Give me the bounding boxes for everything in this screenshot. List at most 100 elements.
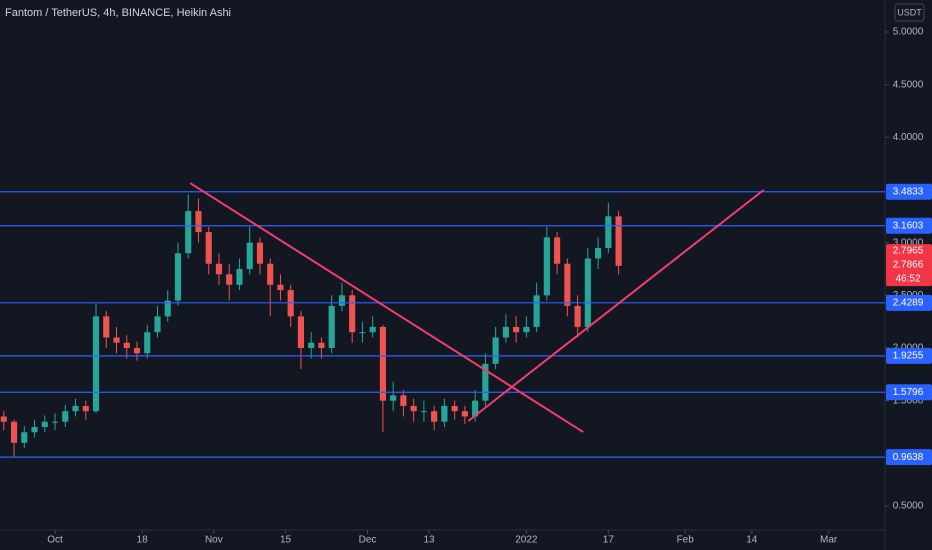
x-tick-label: 18 xyxy=(137,535,149,546)
candle-body xyxy=(215,263,223,275)
y-tick-label: 4.0000 xyxy=(893,132,924,143)
candle-body xyxy=(472,400,479,417)
candle-body xyxy=(82,405,89,412)
candle-body xyxy=(431,411,438,422)
candle-body xyxy=(205,232,212,264)
candle-body xyxy=(574,305,581,327)
level-label: 1.9255 xyxy=(893,350,924,361)
candle-body xyxy=(21,432,28,443)
level-label: 3.4833 xyxy=(893,186,924,197)
candle-body xyxy=(584,258,591,327)
candle-body xyxy=(308,342,315,348)
candle-body xyxy=(154,316,161,333)
candle-body xyxy=(410,405,417,412)
x-tick-label: 14 xyxy=(746,535,758,546)
candle-body xyxy=(0,416,7,422)
candle-body xyxy=(400,395,407,406)
candle-body xyxy=(164,300,171,317)
candle-body xyxy=(185,211,192,254)
candle-body xyxy=(62,411,69,422)
y-tick-label: 4.5000 xyxy=(893,79,924,90)
candle-body xyxy=(51,421,59,423)
candle-body xyxy=(492,337,499,364)
candle-body xyxy=(451,405,458,412)
x-tick-label: 15 xyxy=(280,535,292,546)
candle-body xyxy=(523,326,530,333)
candle-body xyxy=(513,326,520,333)
x-tick-label: 2022 xyxy=(515,535,538,546)
candle-body xyxy=(297,316,305,348)
x-tick-label: 13 xyxy=(423,535,435,546)
y-tick-label: 3.0000 xyxy=(893,237,924,248)
countdown: 46:52 xyxy=(895,274,920,285)
x-tick-label: Mar xyxy=(820,535,838,546)
currency-button[interactable] xyxy=(894,3,925,22)
candle-body xyxy=(277,284,284,291)
x-tick-label: Dec xyxy=(359,535,377,546)
price-label-box xyxy=(886,244,932,287)
chart-title: Fantom / TetherUS, 4h, BINANCE, Heikin A… xyxy=(5,7,231,19)
candle-body xyxy=(482,363,489,401)
candle-body xyxy=(144,332,151,354)
candle-body xyxy=(595,247,602,259)
candle-body xyxy=(72,405,79,412)
price-label: 2.7866 xyxy=(893,260,924,271)
candle-body xyxy=(123,342,130,348)
level-label-box xyxy=(886,347,932,364)
candle-body xyxy=(359,332,366,334)
level-label-box xyxy=(886,294,932,311)
level-label-box xyxy=(886,449,932,466)
level-label-box xyxy=(886,183,932,200)
candle-body xyxy=(31,426,38,433)
candle-body xyxy=(543,237,550,296)
candle-body xyxy=(338,295,346,306)
trendline xyxy=(189,182,584,433)
y-tick-label: 1.5000 xyxy=(893,395,924,406)
level-label: 3.1603 xyxy=(893,220,924,231)
y-tick-label: 5.0000 xyxy=(893,27,924,38)
candle-body xyxy=(92,316,100,412)
candle-body xyxy=(103,316,110,338)
candle-body xyxy=(605,216,612,248)
level-label: 0.9638 xyxy=(893,452,924,463)
candle-body xyxy=(564,263,571,306)
candle-body xyxy=(267,263,274,285)
candle-body xyxy=(369,326,376,333)
level-label-box xyxy=(886,217,932,234)
candle-body xyxy=(379,326,386,401)
currency-label: USDT xyxy=(897,7,922,17)
candle-body xyxy=(318,342,325,348)
candle-body xyxy=(533,295,540,327)
candle-body xyxy=(390,395,397,401)
candle-body xyxy=(113,337,120,343)
level-label: 1.5796 xyxy=(893,387,924,398)
x-tick-label: Nov xyxy=(205,535,223,546)
candle-body xyxy=(615,216,622,266)
level-label-box xyxy=(886,384,932,401)
candle-body xyxy=(420,411,427,413)
level-label: 2.4289 xyxy=(893,297,924,308)
candle-body xyxy=(195,211,202,233)
candle-body xyxy=(10,421,18,443)
candle-body xyxy=(349,295,356,333)
x-tick-label: Oct xyxy=(47,535,63,546)
x-tick-label: 17 xyxy=(603,535,615,546)
candle-body xyxy=(441,405,448,422)
candle-body xyxy=(461,411,468,417)
candle-body xyxy=(246,242,253,269)
candle-body xyxy=(236,269,243,285)
candle-body xyxy=(226,274,233,285)
candle-body xyxy=(256,242,264,264)
price-label: 2.7965 xyxy=(893,246,924,257)
candle-body xyxy=(41,421,48,427)
x-tick-label: Feb xyxy=(677,535,695,546)
y-tick-label: 0.5000 xyxy=(893,501,924,512)
trendline xyxy=(467,189,765,422)
plot-area xyxy=(0,194,622,458)
candle-body xyxy=(174,253,182,301)
candle-body xyxy=(328,305,335,348)
candle-body xyxy=(502,326,509,338)
